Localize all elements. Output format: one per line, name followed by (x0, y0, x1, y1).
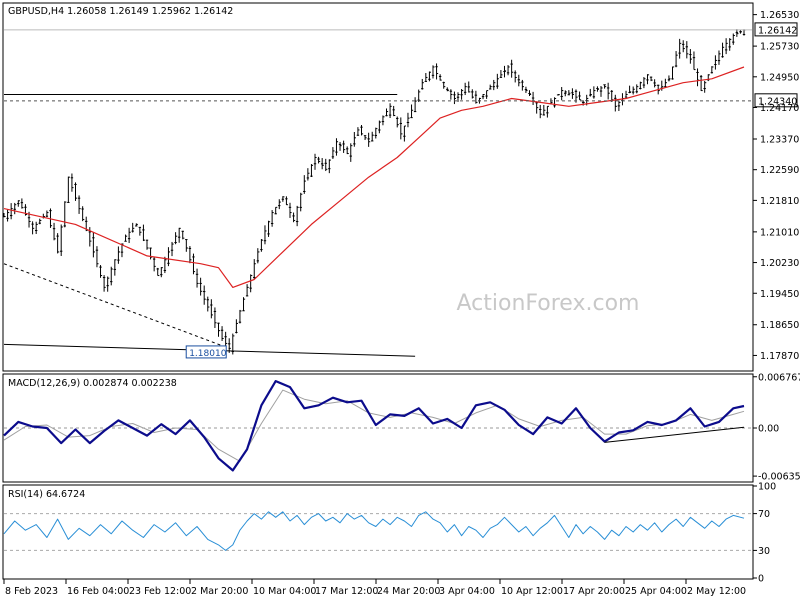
dashed-trendline (3, 263, 230, 349)
price-ytick-label: 1.20230 (760, 258, 799, 269)
price-ytick-label: 1.17870 (760, 351, 799, 362)
axis-layer: 1.17870 1.18650 1.19450 1.20230 1.21010 1.218… (3, 10, 800, 597)
xtick-label: 17 Mar 12:00 (315, 586, 378, 597)
price-ytick-label: 1.21010 (760, 227, 799, 238)
xtick-label: 3 Apr 04:00 (439, 586, 495, 597)
rsi-title: RSI(14) 64.6724 (8, 489, 85, 500)
macd-ytick-label: 0.00 (758, 424, 779, 435)
macd-layer (3, 380, 752, 472)
low-price-label: 1.18010 (189, 349, 226, 359)
macd-signal-line (3, 389, 745, 462)
xtick-label: 2 Mar 20:00 (191, 586, 248, 597)
price-ytick-label: 1.23370 (760, 134, 799, 145)
price-ytick-label: 1.24950 (760, 72, 799, 83)
xtick-label: 17 Apr 20:00 (563, 586, 625, 597)
macd-title: MACD(12,26,9) 0.002874 0.002238 (8, 378, 177, 389)
price-layer: 1.24340 1.18010 1.26142 (2, 22, 798, 359)
moving-average-line (3, 66, 745, 288)
xtick-label: 25 Apr 04:00 (625, 586, 687, 597)
price-ytick-label: 1.19450 (760, 289, 799, 300)
macd-trendline (604, 426, 745, 443)
macd-ytick-label: -0.006353 (758, 472, 800, 483)
price-ytick-label: 1.26530 (760, 10, 799, 21)
xtick-label: 10 Mar 04:00 (253, 586, 316, 597)
rsi-ytick-label: 0 (758, 574, 764, 585)
price-title: GBPUSD,H4 1.26058 1.26149 1.25962 1.2614… (8, 6, 233, 17)
price-ytick-label: 1.24170 (760, 103, 799, 114)
rsi-ytick-label: 30 (758, 546, 770, 557)
rsi-panel-frame (2, 484, 754, 580)
rsi-ytick-label: 70 (758, 509, 770, 520)
rsi-layer (3, 511, 752, 551)
hline-price-label: 1.24340 (758, 96, 797, 107)
xtick-label: 23 Feb 12:00 (129, 586, 191, 597)
last-price-label: 1.26142 (758, 25, 797, 36)
price-ytick-label: 1.25730 (760, 42, 799, 53)
last-price-box (754, 22, 798, 37)
watermark: ActionForex.com (457, 291, 640, 316)
price-ytick-label: 1.18650 (760, 320, 799, 331)
low-price-box (185, 345, 227, 359)
price-ytick-label: 1.21810 (760, 196, 799, 207)
macd-main-line (3, 380, 745, 472)
xtick-label: 24 Mar 20:00 (377, 586, 440, 597)
xtick-label: 16 Feb 04:00 (67, 586, 129, 597)
rsi-line (3, 511, 745, 551)
xtick-label: 10 Apr 12:00 (501, 586, 563, 597)
price-ytick-label: 1.22590 (760, 165, 799, 176)
rsi-ytick-label: 100 (758, 482, 776, 493)
xtick-label: 2 May 12:00 (687, 586, 746, 597)
xtick-label: 8 Feb 2023 (5, 586, 58, 597)
price-panel-frame (2, 2, 754, 372)
macd-ytick-label: 0.006767 (758, 372, 800, 383)
hline-price-box (754, 93, 798, 108)
